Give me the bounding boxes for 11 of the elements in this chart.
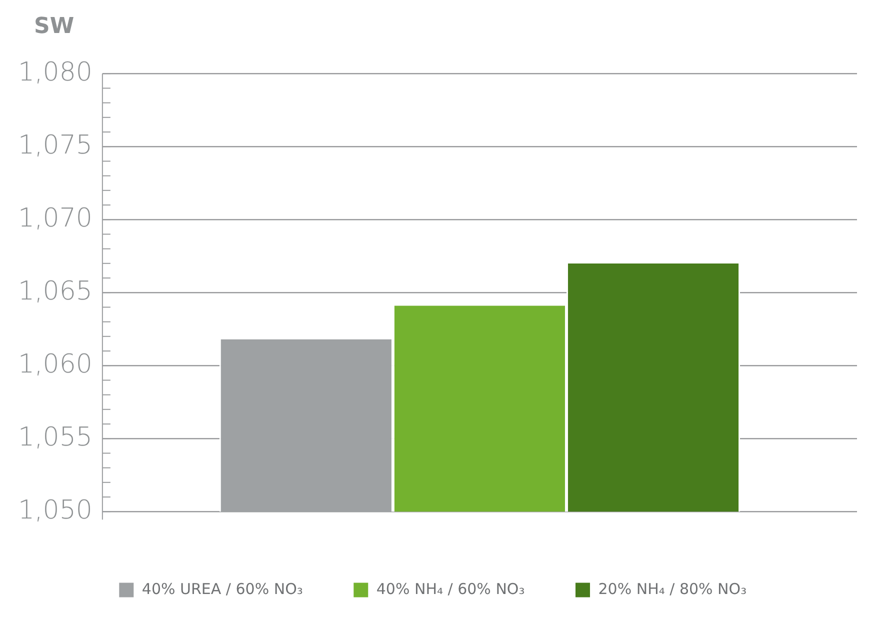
y-tick-label: 1,080 — [18, 57, 92, 88]
legend-label: 40% UREA / 60% NO₃ — [142, 580, 303, 598]
legend-label: 20% NH₄ / 80% NO₃ — [598, 580, 747, 598]
y-tick-label: 1,075 — [18, 130, 92, 160]
y-tick-label: 1,060 — [18, 349, 92, 380]
legend-label: 40% NH₄ / 60% NO₃ — [376, 580, 525, 598]
y-tick-label: 1,055 — [18, 422, 92, 452]
y-tick-label: 1,070 — [18, 203, 92, 234]
y-tick-label: 1,050 — [18, 495, 92, 526]
y-tick-label: 1,065 — [18, 276, 92, 306]
y-axis-title: SW — [34, 14, 74, 39]
